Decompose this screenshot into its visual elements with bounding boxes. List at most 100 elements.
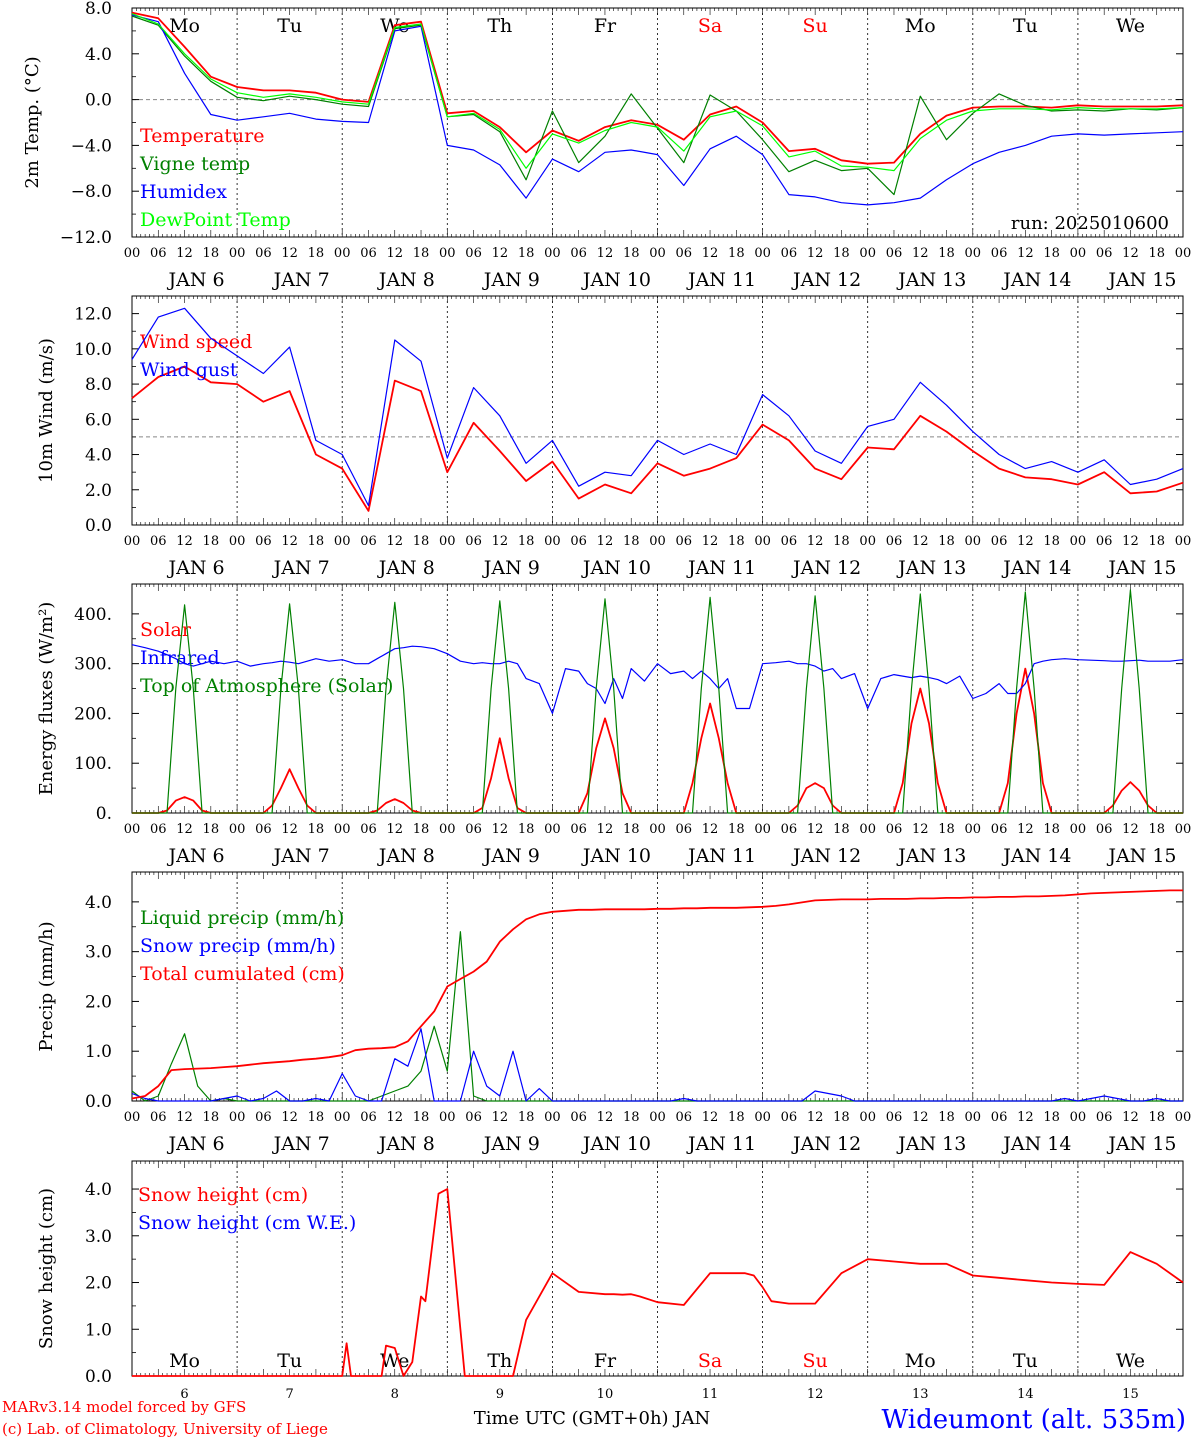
x-hour-label: 18	[938, 534, 955, 549]
x-date-label: JAN 13	[896, 845, 966, 867]
x-day-number: 10	[597, 1387, 614, 1402]
x-hour-label: 00	[859, 246, 876, 261]
x-hour-label: 12	[281, 1110, 298, 1125]
legend-entry: Temperature	[140, 125, 264, 147]
x-day-number: 13	[912, 1387, 929, 1402]
x-day-number: 11	[702, 1387, 719, 1402]
x-date-label: JAN 15	[1106, 1133, 1176, 1155]
x-hour-label: 18	[833, 534, 850, 549]
x-hour-label: 00	[649, 822, 666, 837]
x-hour-label: 06	[150, 1110, 167, 1125]
x-hour-label: 06	[360, 822, 377, 837]
x-hour-label: 00	[965, 1110, 982, 1125]
y-tick-label: 2.0	[85, 992, 112, 1012]
x-hour-label: 12	[492, 246, 509, 261]
x-hour-label: 18	[518, 822, 535, 837]
x-hour-label: 06	[1096, 246, 1113, 261]
y-tick-label: 200.	[74, 704, 112, 724]
x-date-label: JAN 12	[791, 557, 861, 579]
x-hour-label: 00	[1070, 1110, 1087, 1125]
x-hour-label: 00	[1175, 822, 1192, 837]
x-hour-label: 12	[1122, 822, 1139, 837]
x-hour-label: 00	[859, 534, 876, 549]
x-hour-label: 06	[150, 534, 167, 549]
x-hour-label: 12	[702, 822, 719, 837]
x-hour-label: 18	[1043, 534, 1060, 549]
x-day-number: 6	[180, 1387, 188, 1402]
x-hour-label: 06	[676, 534, 693, 549]
x-hour-label: 12	[912, 1110, 929, 1125]
x-hour-label: 06	[255, 822, 272, 837]
legend-entry: Wind gust	[140, 359, 238, 381]
x-hour-label: 00	[544, 822, 561, 837]
x-hour-label: 18	[518, 246, 535, 261]
x-hour-label: 00	[229, 822, 246, 837]
legend-entry: Snow height (cm)	[138, 1184, 308, 1206]
x-hour-label: 12	[912, 246, 929, 261]
series-line-temp-3	[131, 13, 1184, 172]
x-date-label: JAN 10	[581, 1133, 651, 1155]
x-date-label: JAN 13	[896, 557, 966, 579]
x-hour-label: 18	[203, 1110, 220, 1125]
x-hour-label: 00	[1070, 246, 1087, 261]
x-date-label: JAN 13	[896, 269, 966, 291]
series-line-precip-2	[131, 889, 1183, 1100]
x-day-number: 7	[286, 1387, 294, 1402]
x-date-label: JAN 8	[377, 1133, 435, 1155]
x-date-label: JAN 11	[686, 1133, 756, 1155]
x-hour-label: 18	[1043, 246, 1060, 261]
x-hour-label: 06	[991, 534, 1008, 549]
x-hour-label: 00	[229, 246, 246, 261]
x-hour-label: 00	[124, 246, 141, 261]
x-hour-label: 06	[1096, 534, 1113, 549]
x-hour-label: 06	[676, 822, 693, 837]
x-date-label: JAN 9	[482, 845, 540, 867]
x-hour-label: 06	[465, 1110, 482, 1125]
x-hour-label: 00	[334, 534, 351, 549]
legend-entry: Humidex	[140, 181, 227, 203]
weekday-label: Tu	[277, 15, 302, 37]
y-tick-label: 400.	[74, 605, 112, 625]
x-hour-label: 00	[544, 534, 561, 549]
x-hour-label: 06	[991, 822, 1008, 837]
y-tick-label: 1.0	[85, 1042, 112, 1062]
x-hour-label: 00	[649, 534, 666, 549]
x-hour-label: 00	[965, 534, 982, 549]
x-hour-label: 06	[676, 246, 693, 261]
x-hour-label: 06	[991, 1110, 1008, 1125]
x-hour-label: 12	[281, 822, 298, 837]
legend-entry: Snow height (cm W.E.)	[138, 1212, 356, 1234]
x-date-label: JAN 6	[167, 1133, 225, 1155]
weekday-label: Tu	[1013, 1350, 1038, 1372]
plot-frame	[131, 295, 1184, 526]
x-hour-label: 06	[886, 246, 903, 261]
x-hour-label: 18	[833, 1110, 850, 1125]
x-date-label: JAN 10	[581, 845, 651, 867]
x-hour-label: 12	[1122, 1110, 1139, 1125]
credit-line-1: MARv3.14 model forced by GFS	[2, 1398, 246, 1416]
x-hour-label: 06	[1096, 822, 1113, 837]
x-day-number: 15	[1122, 1387, 1139, 1402]
x-hour-label: 00	[754, 822, 771, 837]
x-hour-label: 18	[203, 534, 220, 549]
x-hour-label: 18	[833, 822, 850, 837]
x-hour-label: 12	[386, 1110, 403, 1125]
x-hour-label: 00	[334, 822, 351, 837]
y-tick-label: 0.	[96, 804, 112, 824]
x-hour-label: 00	[1175, 534, 1192, 549]
x-hour-label: 06	[570, 1110, 587, 1125]
x-hour-label: 06	[570, 534, 587, 549]
x-date-label: JAN 9	[482, 269, 540, 291]
weekday-label: Tu	[277, 1350, 302, 1372]
y-tick-label: 3.0	[85, 1227, 112, 1247]
legend-entry: Top of Atmosphere (Solar)	[140, 675, 393, 697]
x-hour-label: 12	[1017, 534, 1034, 549]
panel-wind: 0.0 2.0 4.0 6.0 8.0 10.0 12.0 10m Wind (m/s) 00 0…	[36, 295, 1192, 579]
x-hour-label: 18	[308, 246, 325, 261]
y-tick-label: 1.0	[85, 1320, 112, 1340]
x-hour-label: 00	[754, 534, 771, 549]
x-hour-label: 06	[360, 246, 377, 261]
weekday-label: Su	[803, 1350, 828, 1372]
x-hour-label: 00	[229, 1110, 246, 1125]
x-hour-label: 12	[281, 534, 298, 549]
